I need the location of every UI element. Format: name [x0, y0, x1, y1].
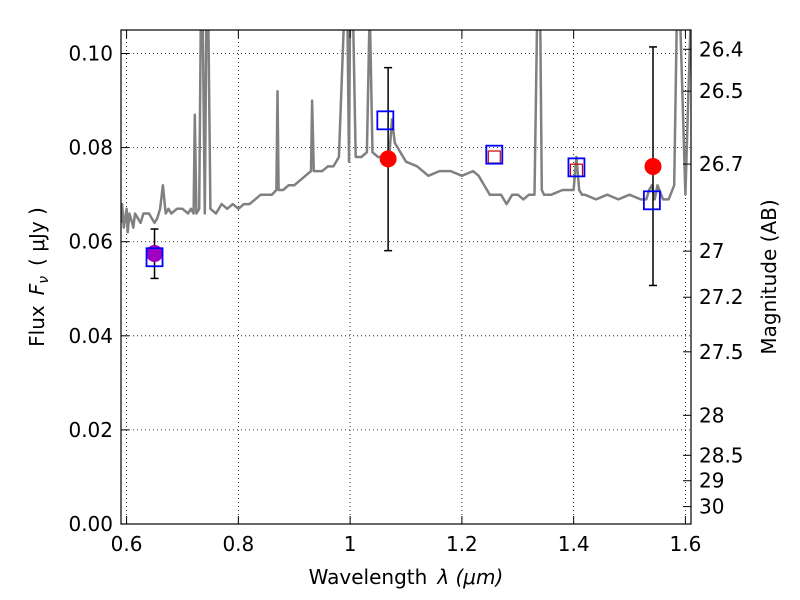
y-tick-label: 0.10 [68, 42, 113, 66]
y-axis-title: FluxFν( μJy ) [25, 207, 52, 347]
y2-tick-label: 30 [699, 495, 724, 519]
observed-point [644, 157, 662, 175]
model-point [642, 190, 661, 211]
y2-axis-title: Magnitude (AB) [757, 199, 781, 354]
x-tick-label: 1.4 [558, 532, 590, 556]
grid-lines [121, 30, 691, 524]
y-tick-label: 0.06 [68, 230, 113, 254]
model-point [567, 157, 586, 178]
x-tick-label: 1.6 [670, 532, 702, 556]
y2-tick-label: 27.2 [699, 285, 744, 309]
spectrum-layer [121, 30, 691, 234]
model-point [485, 144, 504, 165]
x-tick-label: 1.2 [446, 532, 478, 556]
y2-tick-label: 27.5 [699, 340, 744, 364]
model-point [145, 247, 164, 268]
y2-tick-label: 26.5 [699, 79, 744, 103]
observed-point [487, 150, 501, 164]
y2-tick-label: 29 [699, 469, 724, 493]
x-tick-label: 0.8 [222, 532, 254, 556]
data-points [145, 110, 662, 268]
x-tick-label: 0.6 [111, 532, 143, 556]
y-tick-label: 0.04 [68, 324, 113, 348]
x-tick-label: 1 [344, 532, 357, 556]
observed-point [379, 150, 397, 168]
axis-ticks: 0.6 0.8 1 1.2 1.4 1.6 0.00 0.02 0.04 0.06 0.08 0.10… [68, 30, 744, 556]
y-tick-label: 0.02 [68, 418, 113, 442]
error-bars [150, 46, 657, 287]
y2-tick-label: 28 [699, 403, 724, 427]
y2-tick-label: 26.7 [699, 152, 744, 176]
model-point [376, 110, 395, 131]
y-tick-label: 0.00 [68, 512, 113, 536]
y-tick-label: 0.08 [68, 136, 113, 160]
y2-tick-label: 27 [699, 239, 724, 263]
x-axis-title: Wavelength λ (μm) [309, 565, 504, 589]
y2-tick-label: 28.5 [699, 443, 744, 467]
plot-frame [120, 29, 692, 525]
y2-tick-label: 26.4 [699, 37, 744, 61]
spectrum-line [121, 30, 691, 234]
